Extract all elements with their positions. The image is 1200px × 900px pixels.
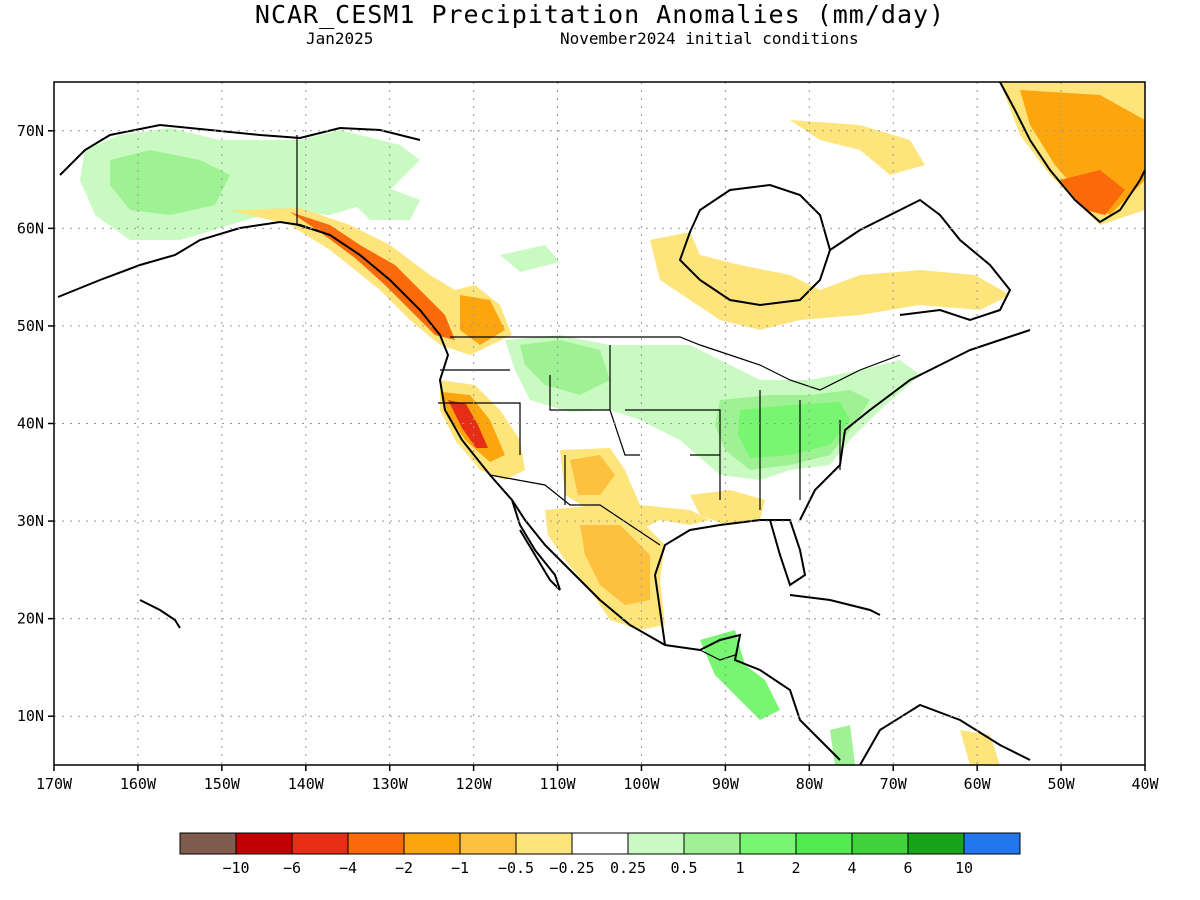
colorbar-label: −6 xyxy=(283,859,301,877)
colorbar: −10 −6 −4 −2 −1 −0.5 −0.25 0.25 0.5 1 2 4 6 10 xyxy=(179,832,1021,877)
lon-tick-label: 60W xyxy=(964,775,992,793)
colorbar-swatch xyxy=(347,832,405,855)
colorbar-label: 0.25 xyxy=(610,859,646,877)
graticule xyxy=(54,82,1145,765)
anomaly-region-oregon-dry xyxy=(460,295,505,345)
colorbar-label: −2 xyxy=(395,859,413,877)
colorbar-swatch xyxy=(515,832,573,855)
anomaly-region-greenland-dry-core xyxy=(1060,170,1125,215)
lon-tick-label: 50W xyxy=(1048,775,1076,793)
anomaly-region-mexico-dry-core xyxy=(580,525,650,605)
anomaly-region-labrador-dry xyxy=(790,120,925,175)
lon-tick-label: 150W xyxy=(204,775,241,793)
colorbar-label: 0.5 xyxy=(670,859,697,877)
lon-tick-label: 80W xyxy=(796,775,824,793)
colorbar-swatch xyxy=(795,832,853,855)
colorbar-swatch xyxy=(627,832,685,855)
colorbar-label: −4 xyxy=(339,859,357,877)
lon-tick-label: 100W xyxy=(623,775,660,793)
forecast-month: Jan2025 xyxy=(306,29,374,48)
anomaly-region-nm-dry xyxy=(570,455,615,495)
border-alaska-canada xyxy=(296,135,331,236)
colorbar-swatch xyxy=(739,832,797,855)
borders xyxy=(296,135,901,661)
coastline-arctic xyxy=(59,123,421,176)
lat-tick-label: 30N xyxy=(17,512,44,530)
anomaly-region-alaska-wet-core xyxy=(110,150,230,215)
lon-tick-label: 110W xyxy=(539,775,576,793)
border-us-mexico xyxy=(489,474,661,546)
colorbar-swatch xyxy=(179,832,237,855)
anomaly-region-ohio-valley-wet xyxy=(738,402,850,458)
lon-tick-label: 130W xyxy=(372,775,409,793)
coastline-south-america xyxy=(859,703,1031,765)
coastline-baja xyxy=(511,499,561,591)
anomaly-region-pacific-coast-dry-core xyxy=(290,212,455,340)
lat-tick-label: 20N xyxy=(17,610,44,628)
coastline-cuba xyxy=(789,594,881,616)
colorbar-swatch xyxy=(851,832,909,855)
lat-tick-label: 40N xyxy=(17,415,44,433)
colorbar-label: 4 xyxy=(847,859,856,877)
colorbar-swatch xyxy=(963,832,1021,855)
lon-tick-label: 170W xyxy=(36,775,73,793)
lat-tick-label: 50N xyxy=(17,317,44,335)
lon-tick-label: 120W xyxy=(456,775,493,793)
coastline-gulf xyxy=(653,519,807,646)
colorbar-swatch xyxy=(403,832,461,855)
anomaly-region-panama-wet xyxy=(830,725,855,765)
colorbar-label: −1 xyxy=(451,859,469,877)
border-us-canada xyxy=(450,336,901,391)
colorbar-swatch xyxy=(291,832,349,855)
anomaly-region-hudson-dry xyxy=(650,232,1010,330)
lat-tick-label: 60N xyxy=(17,219,44,237)
anomaly-region-venezuela-dry xyxy=(960,730,1000,765)
colorbar-swatch xyxy=(907,832,965,855)
coastline-atlantic xyxy=(799,329,1031,521)
lon-axis: 170W 160W 150W 140W 130W 120W 110W 100W 90W 80W 70… xyxy=(36,765,1160,793)
lon-tick-label: 90W xyxy=(712,775,740,793)
coastlines xyxy=(57,82,1145,765)
coastline-greenland xyxy=(999,82,1145,224)
colorbar-label: 6 xyxy=(903,859,912,877)
colorbar-label: −0.5 xyxy=(498,859,534,877)
coastline-alaska xyxy=(57,220,841,761)
lon-tick-label: 140W xyxy=(288,775,325,793)
anomaly-field xyxy=(80,82,1145,765)
initial-conditions: November2024 initial conditions xyxy=(560,29,859,48)
lat-tick-label: 10N xyxy=(17,707,44,725)
lon-tick-label: 70W xyxy=(880,775,908,793)
colorbar-label: 10 xyxy=(955,859,973,877)
lon-tick-label: 160W xyxy=(120,775,157,793)
coastline-labrador xyxy=(829,198,1012,322)
colorbar-swatch xyxy=(235,832,293,855)
lon-tick-label: 40W xyxy=(1131,775,1159,793)
colorbar-label: −10 xyxy=(222,859,249,877)
anomaly-region-gulf-dry xyxy=(690,490,765,525)
coastline-hawaii xyxy=(139,599,181,629)
colorbar-label: −0.25 xyxy=(549,859,594,877)
map-title: NCAR_CESM1 Precipitation Anomalies (mm/d… xyxy=(254,0,946,29)
border-us-states-1 xyxy=(438,345,841,510)
anomaly-region-montana-wet xyxy=(520,340,610,395)
colorbar-swatch xyxy=(683,832,741,855)
lat-tick-label: 70N xyxy=(17,122,44,140)
border-mexico-guatemala xyxy=(699,649,736,661)
colorbar-swatch xyxy=(571,832,629,855)
anomaly-region-california-dry xyxy=(448,400,488,448)
colorbar-label: 2 xyxy=(791,859,800,877)
anomaly-region-central-america-wet xyxy=(700,630,780,720)
colorbar-label: 1 xyxy=(735,859,744,877)
coastline-hudson xyxy=(678,183,832,307)
anomaly-region-yukon-wet xyxy=(340,185,420,220)
anomaly-region-north-wet xyxy=(500,245,560,272)
lat-axis: 70N 60N 50N 40N 30N 20N 10N xyxy=(17,122,54,725)
colorbar-swatch xyxy=(459,832,517,855)
